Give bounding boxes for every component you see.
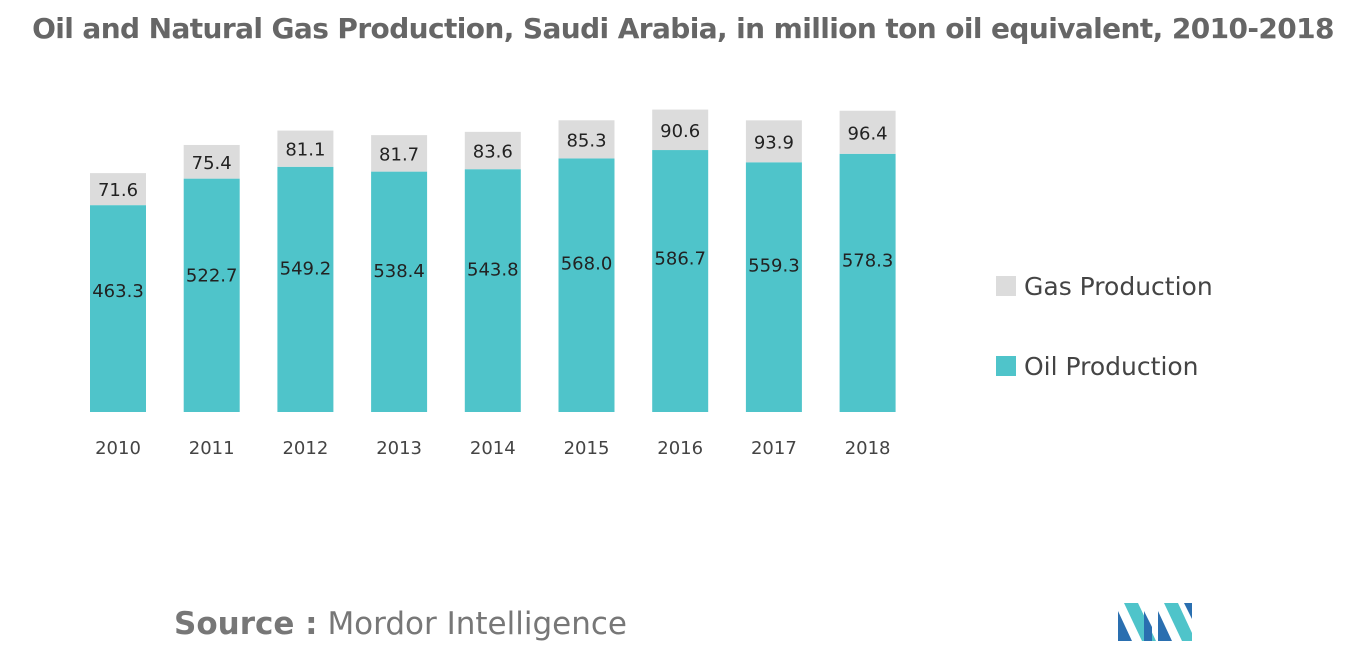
x-tick-label-2011: 2011 [189, 438, 235, 459]
source-line: Source : Mordor Intelligence [174, 606, 627, 642]
source-value: Mordor Intelligence [327, 606, 627, 642]
source-label: Source : [174, 606, 318, 642]
oil-bar-2016 [652, 150, 709, 412]
gas-bar-2018 [839, 110, 896, 154]
gas-value-label-2014: 83.6 [473, 142, 513, 163]
gas-bar-2011 [183, 144, 240, 179]
oil-value-label-2015: 568.0 [561, 253, 613, 274]
gas-value-label-2012: 81.1 [285, 140, 325, 161]
gas-value-label-2015: 85.3 [566, 130, 606, 151]
oil-value-label-2012: 549.2 [280, 258, 332, 279]
oil-value-label-2014: 543.8 [467, 260, 519, 281]
x-tick-label-2015: 2015 [564, 438, 610, 459]
x-tick-label-2010: 2010 [95, 438, 141, 459]
gas-value-label-2018: 96.4 [848, 123, 888, 144]
legend-label-oil-production: Oil Production [1024, 351, 1199, 381]
oil-value-label-2010: 463.3 [92, 281, 144, 302]
x-tick-label-2012: 2012 [282, 438, 328, 459]
x-tick-label-2017: 2017 [751, 438, 797, 459]
chart-legend: Gas Production Oil Production [996, 266, 1213, 426]
oil-value-label-2011: 522.7 [186, 265, 238, 286]
gas-bar-2016 [652, 109, 709, 151]
oil-bar-2015 [558, 158, 615, 412]
gas-bar-2012 [277, 130, 334, 167]
x-tick-label-2016: 2016 [657, 438, 703, 459]
gas-bar-2013 [371, 135, 428, 172]
oil-bar-2011 [183, 178, 240, 412]
x-tick-label-2013: 2013 [376, 438, 422, 459]
oil-value-label-2017: 559.3 [748, 256, 800, 277]
oil-bar-2017 [745, 162, 802, 412]
legend-swatch-oil-production [996, 356, 1016, 376]
legend-item-gas-production: Gas Production [996, 266, 1213, 306]
oil-value-label-2013: 538.4 [373, 261, 425, 282]
legend-swatch-gas-production [996, 276, 1016, 296]
gas-bar-2017 [745, 120, 802, 163]
oil-bar-2010 [90, 205, 146, 412]
oil-bar-2012 [277, 166, 334, 412]
mordor-intelligence-logo-icon [1118, 603, 1192, 641]
oil-value-label-2016: 586.7 [654, 248, 706, 269]
gas-bar-2015 [558, 120, 615, 159]
legend-item-oil-production: Oil Production [996, 346, 1213, 386]
gas-value-label-2010: 71.6 [98, 180, 138, 201]
oil-bar-2014 [464, 169, 521, 412]
legend-label-gas-production: Gas Production [1024, 271, 1213, 301]
gas-bar-2014 [464, 131, 521, 170]
gas-value-label-2011: 75.4 [192, 153, 232, 174]
gas-bar-2010 [90, 173, 146, 206]
oil-value-label-2018: 578.3 [842, 251, 894, 272]
x-tick-label-2018: 2018 [845, 438, 891, 459]
chart-title: Oil and Natural Gas Production, Saudi Ar… [32, 12, 1334, 45]
gas-value-label-2016: 90.6 [660, 121, 700, 142]
oil-bar-2013 [371, 171, 428, 412]
gas-value-label-2017: 93.9 [754, 132, 794, 153]
x-tick-label-2014: 2014 [470, 438, 516, 459]
gas-value-label-2013: 81.7 [379, 144, 419, 165]
oil-bar-2018 [839, 153, 896, 412]
